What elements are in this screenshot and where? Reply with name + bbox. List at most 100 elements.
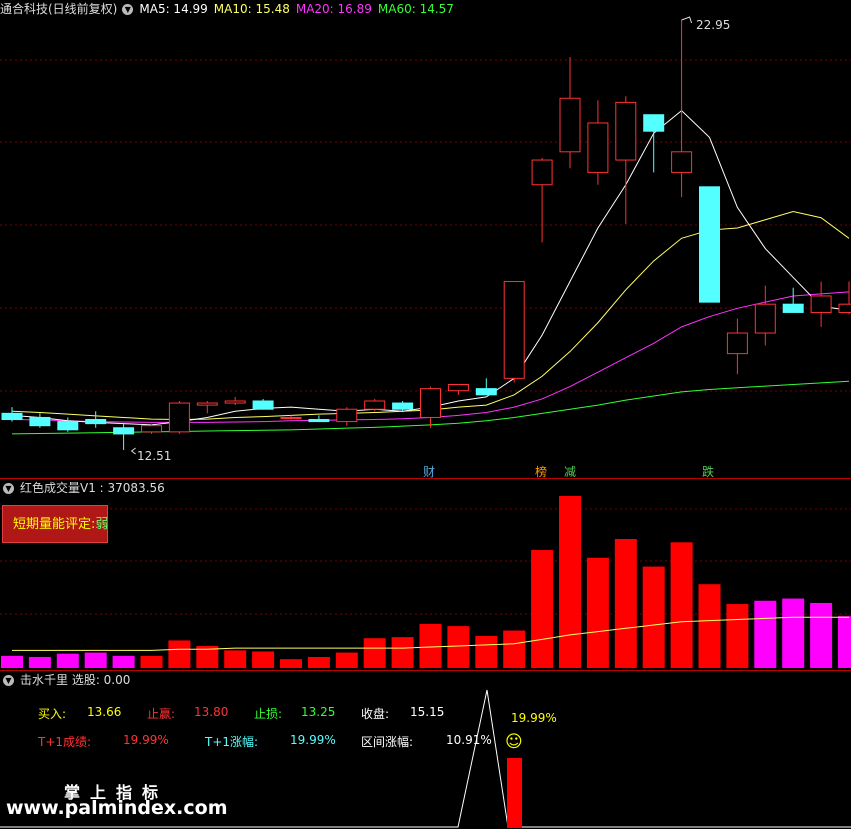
volume-bar: [84, 652, 107, 668]
t1-result-key: T+1成绩:: [38, 735, 92, 749]
candle-body: [196, 402, 218, 406]
volume-bar: [196, 645, 219, 668]
price-header: 通合科技(日线前复权) ▼ MA5: 14.99 MA10: 15.48 MA20: 1…: [0, 0, 851, 18]
volume-bar: [754, 600, 777, 668]
low-price-label: 12.51: [137, 449, 172, 463]
tag-bang: 榜: [535, 465, 548, 479]
signal-chart[interactable]: [0, 671, 851, 829]
t1-result-value: 19.99%: [123, 733, 169, 747]
volume-bar: [503, 630, 526, 668]
pane-divider: [0, 670, 851, 671]
candle-body: [392, 402, 414, 410]
volume-bar: [559, 496, 581, 668]
volume-pane[interactable]: ▼ 红色成交量V1 : 37083.56: [0, 479, 851, 670]
signal-line: [0, 689, 851, 828]
candle-body: [754, 303, 776, 334]
volume-bar: [419, 623, 442, 668]
volume-bar: [363, 638, 386, 668]
volume-bar: [28, 656, 51, 668]
volume-bar: [838, 616, 851, 668]
volume-header: ▼ 红色成交量V1 : 37083.56: [0, 479, 851, 497]
pct-label: 19.99%: [511, 711, 557, 725]
candle-body: [280, 416, 302, 419]
candle-body: [168, 402, 190, 433]
candle-body: [57, 421, 79, 431]
tag-die: 跌: [702, 465, 715, 479]
volume-bar: [224, 650, 247, 668]
volume-bar: [670, 542, 693, 668]
rating-value: 弱: [95, 517, 108, 532]
candle-body: [810, 295, 832, 313]
volume-bar: [391, 637, 414, 668]
volume-title: 红色成交量V1 : 37083.56: [20, 481, 165, 495]
volume-bar: [614, 539, 637, 668]
candle-body: [699, 186, 720, 303]
dropdown-icon[interactable]: ▼: [3, 675, 14, 686]
t1-change-key: T+1涨幅:: [205, 735, 259, 749]
candle-body: [420, 388, 441, 418]
volume-bar: [810, 602, 833, 668]
dropdown-icon[interactable]: ▼: [122, 4, 134, 15]
volume-bar: [726, 604, 749, 668]
candle-body: [559, 97, 581, 153]
candle-body: [224, 400, 246, 404]
high-price-label: 22.95: [696, 18, 731, 32]
volume-bar: [56, 653, 79, 668]
range-change-value: 10.91%: [446, 733, 492, 747]
candle-body: [308, 419, 330, 423]
signal-title: 击水千里 选股: 0.00: [20, 673, 131, 687]
buy-value: 13.66: [87, 705, 122, 719]
volume-bar: [335, 652, 358, 668]
t1-change-value: 19.99%: [290, 733, 336, 747]
watermark-url: www.palmindex.com: [6, 797, 228, 819]
candle-body: [838, 303, 851, 313]
volume-bar: [586, 557, 609, 668]
tag-jian: 减: [564, 465, 577, 479]
ma-legend-item: MA5: 14.99: [139, 2, 208, 16]
volume-bar: [782, 598, 805, 668]
volume-avg-line: [12, 616, 849, 651]
volume-bar: [168, 640, 191, 668]
candle-body: [671, 151, 693, 173]
buy-key: 买入:: [38, 707, 67, 721]
stock-title: 通合科技(日线前复权): [0, 2, 118, 16]
candle-body: [531, 159, 553, 186]
close-key: 收盘:: [361, 707, 390, 721]
candle-body: [615, 101, 637, 161]
ma-legend-item: MA20: 16.89: [295, 2, 372, 16]
signal-header: ▼ 击水千里 选股: 0.00: [0, 671, 851, 689]
candle-body: [587, 122, 609, 173]
ma-legend: MA5: 14.99 MA10: 15.48 MA20: 16.89 MA60: 14…: [139, 2, 460, 16]
volume-bar: [112, 655, 135, 668]
volume-bar: [280, 659, 302, 668]
signal-bar: [507, 758, 522, 828]
candle-body: [447, 384, 469, 392]
candle-body: [475, 388, 497, 396]
low-marker: [130, 447, 136, 455]
volume-bar: [698, 584, 721, 668]
signal-pane[interactable]: ▼ 击水千里 选股: 0.00: [0, 671, 851, 829]
rating-label: 短期量能评定:: [13, 517, 96, 532]
stop-loss-key: 止损:: [254, 707, 283, 721]
pane-divider: [0, 478, 851, 479]
candle-body: [29, 416, 51, 427]
close-value: 15.15: [410, 705, 445, 719]
candle-body: [113, 427, 135, 435]
watermark-title: 掌上指标: [64, 783, 169, 802]
candle-body: [726, 332, 748, 355]
candle-body: [364, 400, 386, 410]
smile-icon: ☺: [505, 732, 523, 752]
dropdown-icon[interactable]: ▼: [3, 483, 14, 494]
price-chart[interactable]: [0, 0, 851, 479]
ma5-line: [11, 109, 850, 426]
price-pane[interactable]: 通合科技(日线前复权) ▼ MA5: 14.99 MA10: 15.48 MA20: 1…: [0, 0, 851, 479]
tag-cai: 财: [423, 465, 436, 479]
volume-bar: [447, 626, 470, 668]
volume-chart[interactable]: [0, 479, 851, 670]
range-change-key: 区间涨幅:: [361, 735, 414, 749]
candle-body: [1, 412, 23, 421]
candle-body: [252, 400, 274, 410]
volume-bar: [642, 566, 665, 668]
volume-bar: [252, 651, 275, 668]
high-marker: [681, 16, 693, 24]
